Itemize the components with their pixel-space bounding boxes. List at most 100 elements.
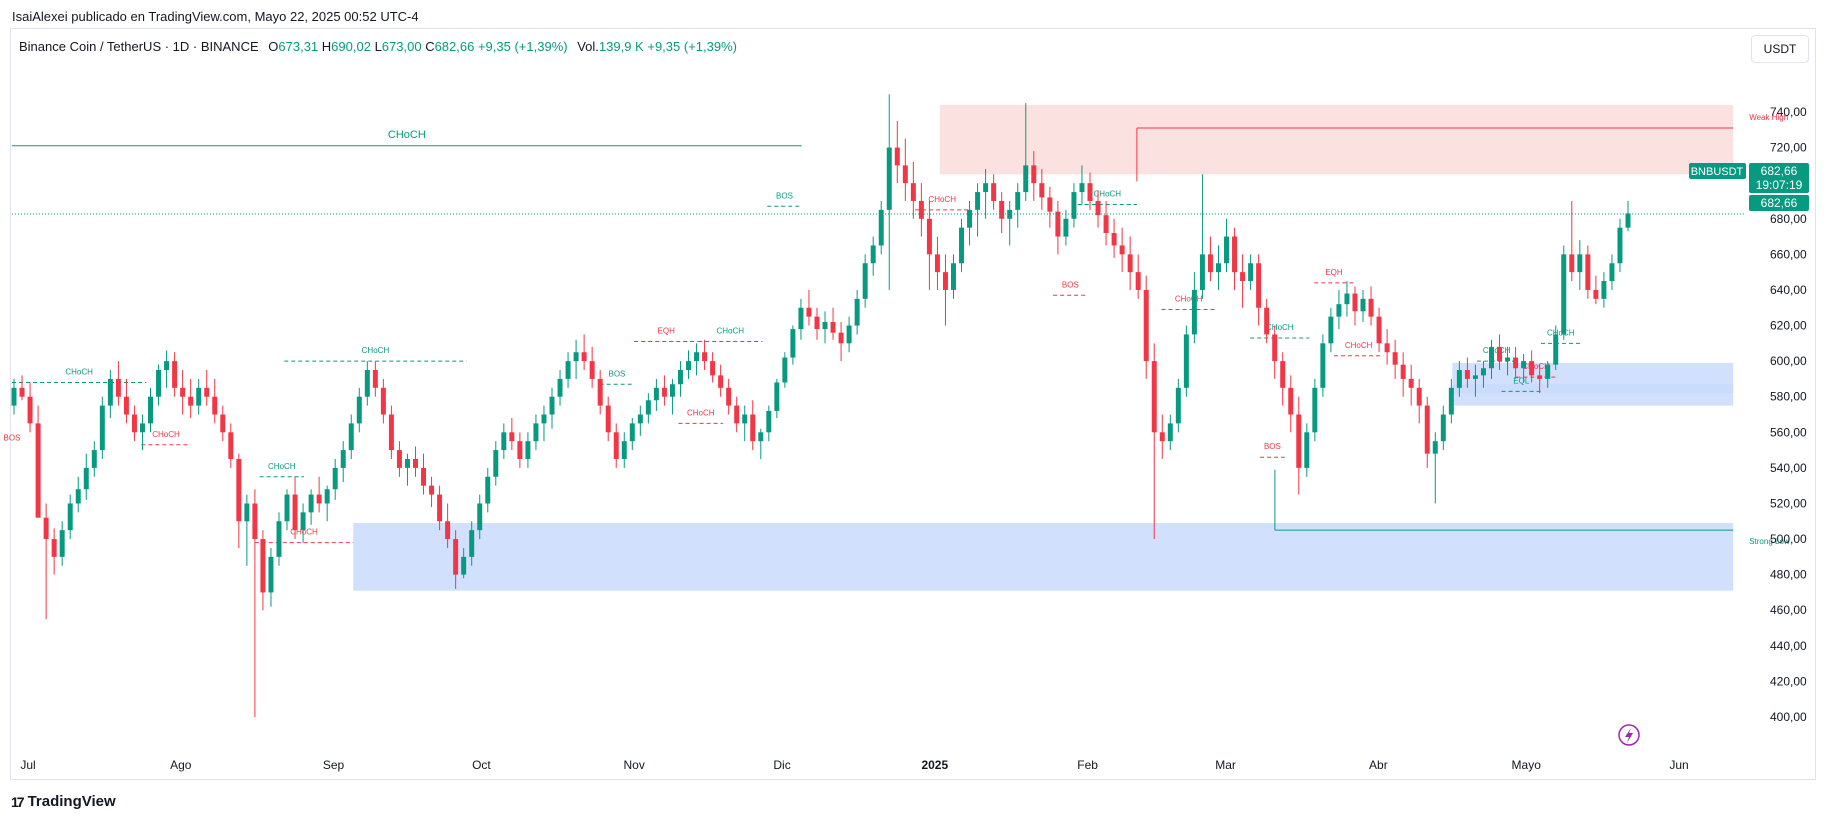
candle-body [1272, 334, 1278, 362]
candle-body [348, 423, 354, 451]
demand-zone [1452, 384, 1734, 394]
candle-body [621, 441, 627, 459]
candle-body [1569, 254, 1575, 273]
candle-body [1601, 281, 1607, 299]
axis-price-tag-value: 682,66 [1761, 196, 1798, 210]
candle-body [204, 387, 210, 397]
candle-body [429, 485, 435, 495]
candle-body [1400, 364, 1406, 379]
time-tick-label: Abr [1369, 758, 1388, 772]
volume-label: Vol. [577, 39, 599, 54]
candle-body [1111, 233, 1117, 246]
time-tick-label: Sep [323, 758, 345, 772]
candle-body [942, 272, 948, 290]
candle-body [1489, 346, 1494, 369]
candle-body [1031, 165, 1037, 184]
price-tick-label: 560,00 [1770, 425, 1807, 439]
candle-body [1545, 364, 1551, 379]
candle-body [1537, 375, 1543, 379]
candle-body [260, 539, 266, 593]
candle-body [115, 378, 121, 397]
axis-price-tag-bg [1749, 195, 1809, 211]
structure-label: CHoCH [717, 327, 745, 336]
currency-selector[interactable]: USDT [1751, 35, 1809, 63]
candle-body [1593, 289, 1599, 299]
candle-body [83, 467, 89, 490]
candle-body [1352, 293, 1358, 312]
candle-body [43, 517, 49, 540]
candle-body [1264, 307, 1270, 335]
structure-label: CHoCH [268, 462, 296, 471]
structure-label: CHoCH [1266, 323, 1294, 332]
candle-body [437, 494, 443, 522]
candle-body [798, 307, 804, 330]
candle-body [702, 352, 708, 362]
candle-body [1296, 414, 1302, 468]
chart-frame[interactable] [10, 28, 1816, 780]
candle-body [1071, 192, 1077, 219]
candle-body [1577, 254, 1583, 273]
candle-body [453, 539, 459, 575]
price-tag-bg [1749, 163, 1809, 193]
price-tick-label: 660,00 [1770, 247, 1807, 261]
candle-body [1280, 361, 1286, 388]
candle-body [1191, 289, 1197, 335]
candle-body [284, 494, 290, 522]
structure-label: CHoCH [1483, 346, 1511, 355]
candle-body [1215, 263, 1221, 273]
structure-label: EQL [1513, 376, 1530, 385]
structure-label: CHoCH [1345, 341, 1373, 350]
lightning-icon[interactable] [1618, 724, 1640, 746]
candle-body [959, 227, 965, 264]
candle-body [1585, 254, 1591, 290]
candle-body [734, 405, 740, 424]
candle-body [1521, 361, 1527, 369]
candle-body [1497, 346, 1503, 362]
candle-body [1159, 432, 1165, 442]
candle-body [180, 387, 186, 397]
symbol-tag-bg [1689, 163, 1746, 179]
candle-body [1617, 227, 1623, 264]
candle-body [67, 503, 73, 531]
price-tick-label: 600,00 [1770, 354, 1807, 368]
candle-body [1448, 387, 1454, 415]
candle-body [1007, 209, 1013, 219]
candle-body [613, 432, 619, 459]
structure-label: EQH [658, 327, 676, 336]
candle-body [677, 370, 683, 385]
candle-body [846, 325, 852, 344]
price-tick-label: 460,00 [1770, 603, 1807, 617]
candle-body [1063, 218, 1069, 237]
symbol-tag-label: BNBUSDT [1691, 166, 1744, 178]
candle-body [726, 387, 732, 406]
structure-label: EQH [1325, 268, 1343, 277]
structure-label: Strong Low [1749, 537, 1790, 546]
candle-body [380, 387, 386, 415]
candle-body [1609, 263, 1615, 282]
candle-body [364, 370, 370, 397]
candle-body [1240, 272, 1246, 282]
symbol-name[interactable]: Binance Coin / TetherUS · 1D · BINANCE [19, 39, 259, 54]
candle-body [1199, 254, 1205, 290]
candle-body [750, 414, 756, 442]
candle-body [131, 414, 137, 433]
logo-text: TradingView [27, 793, 116, 810]
candle-body [388, 414, 394, 451]
candle-body [1312, 387, 1318, 433]
candle-body [252, 503, 258, 540]
time-tick-label: Jun [1669, 758, 1688, 772]
structure-label: BOS [4, 433, 21, 442]
candle-body [27, 396, 33, 424]
time-tick-label: Dic [773, 758, 790, 772]
candle-body [1232, 236, 1238, 273]
logo-mark: 17 [11, 793, 25, 810]
candle-body [1456, 370, 1462, 388]
candle-body [1039, 183, 1045, 198]
candle-body [1416, 387, 1422, 406]
candle-body [525, 441, 531, 459]
tradingview-logo[interactable]: 17 TradingView [11, 793, 116, 810]
candle-body [1288, 387, 1294, 415]
candle-body [332, 467, 338, 490]
candle-body [107, 378, 113, 406]
